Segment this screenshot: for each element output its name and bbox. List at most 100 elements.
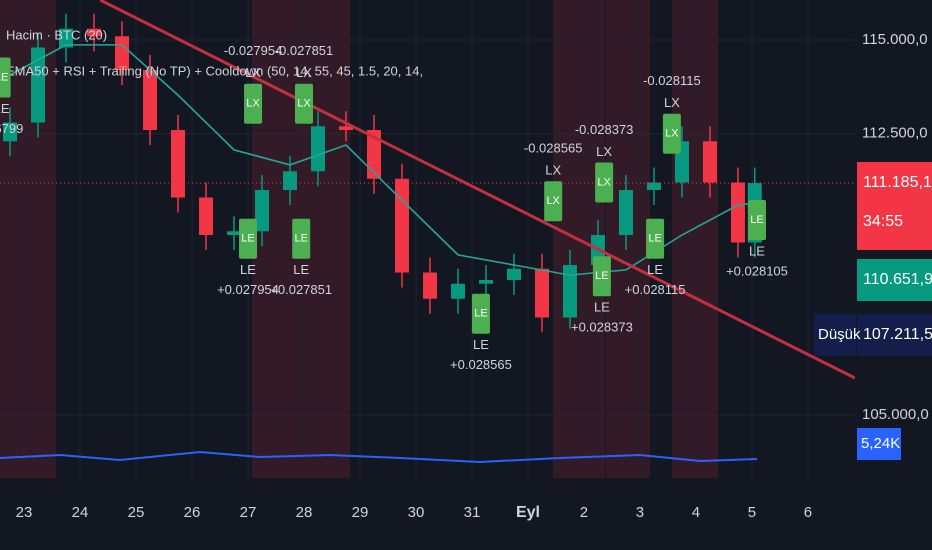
signal-badge-label: LE (595, 270, 608, 282)
signal-badge-label: LE (241, 233, 254, 245)
signal: LE LE +0.027851 (270, 218, 332, 297)
signal-badge (239, 218, 258, 259)
signal-text: +0.028565 (450, 357, 512, 372)
price-label: 111.185,1 (863, 174, 932, 191)
x-tick-label: 29 (352, 504, 369, 521)
signal-text: -0.028373 (575, 122, 634, 137)
x-tick-label: 6 (804, 504, 812, 521)
signal-badge-label: LE (474, 308, 487, 320)
signal: LE LE +0.028373 (571, 256, 633, 335)
signal-text: -0.027954 (224, 43, 283, 58)
candle-body (562, 265, 577, 318)
candle-body (702, 141, 717, 183)
signal-side: LE (0, 101, 10, 116)
signal: LE LE +0.028105 (726, 200, 788, 278)
signal-badge (662, 113, 681, 154)
candle-body (338, 126, 353, 131)
candle-body (506, 268, 521, 281)
signal-badge (544, 181, 563, 222)
signal-badge-label: LE (648, 233, 661, 245)
signal-text: +0.027954 (217, 282, 279, 297)
signal-badge (646, 218, 665, 259)
signal-badge-label: LE (0, 71, 8, 83)
signal-text: -0.028565 (524, 141, 583, 156)
signal: LX LX -0.028373 (575, 122, 634, 203)
signal-badge (244, 83, 263, 124)
x-tick-label: 2 (580, 504, 588, 521)
signal-side: LE (293, 262, 309, 277)
x-tick-label: 30 (408, 504, 425, 521)
price-label: 107.211,5 (863, 326, 932, 343)
candle-body (283, 171, 298, 191)
candle-body (171, 130, 186, 198)
candle-body (478, 280, 493, 284)
price-countdown: 34:55 (863, 213, 903, 230)
x-tick-label: 5 (748, 504, 756, 521)
x-tick-label: 25 (128, 504, 145, 521)
x-tick-label: Eyl (516, 504, 540, 521)
signal-text: -0.027851 (275, 43, 334, 58)
x-tick-label: 24 (72, 504, 89, 521)
signal-side: LX (296, 65, 312, 80)
signal-side: LE (594, 300, 610, 315)
y-tick-label: 105.000,0 (862, 406, 929, 423)
signal: LX LX -0.028565 (524, 141, 583, 222)
signal-side: LE (647, 262, 663, 277)
candle-body (366, 130, 381, 179)
x-tick-label: 26 (184, 504, 201, 521)
x-tick-label: 4 (692, 504, 700, 521)
signal-badge (295, 83, 314, 124)
signal-text: 026799 (0, 121, 23, 136)
signal-text: +0.027851 (270, 282, 332, 297)
volume-badge (857, 428, 901, 460)
signal: LE LE +0.028115 (625, 218, 686, 297)
x-tick-label: 3 (636, 504, 644, 521)
candle-body (3, 122, 18, 142)
signal: LX LX -0.027851 (275, 43, 334, 124)
price-badge (857, 259, 932, 301)
signal-badge (0, 57, 11, 98)
signal-text: +0.028105 (726, 263, 788, 278)
candle-body (59, 28, 74, 48)
x-tick-label: 31 (464, 504, 481, 521)
price-badge (857, 162, 932, 250)
candle-body (394, 178, 409, 273)
signal-badge (592, 256, 611, 297)
signal-text: -0.028115 (643, 73, 701, 88)
y-tick-label: 112.500,0 (862, 125, 928, 142)
x-tick-label: 27 (240, 504, 257, 521)
signal-side: LX (596, 144, 612, 159)
signal-side: LX (545, 163, 561, 178)
signal-badge-label: LX (297, 98, 311, 110)
candle-body (87, 28, 102, 37)
signal: LE LE 026799 (0, 57, 23, 136)
candle-body (199, 197, 214, 236)
volume-label: 5,24K (861, 435, 900, 452)
price-label: 110.651,9 (863, 271, 932, 288)
candle-body (646, 182, 661, 191)
grid (0, 0, 855, 478)
signal: LX LX -0.028115 (643, 73, 701, 154)
signal-badge-label: LX (665, 128, 679, 140)
signal-text: +0.028115 (625, 282, 686, 297)
signal-badge-label: LE (294, 233, 307, 245)
candle-body (227, 231, 242, 236)
candle-body (534, 268, 549, 318)
y-tick-label: 115.000,0 (862, 31, 928, 48)
price-tag: Düşük (818, 326, 861, 343)
candle-body (618, 190, 633, 236)
x-tick-label: 28 (296, 504, 313, 521)
price-badge (857, 314, 932, 356)
signal-text: +0.028373 (571, 320, 633, 335)
signal-badge (748, 200, 767, 241)
signal-side: LX (245, 65, 261, 80)
signal-badge-label: LX (597, 176, 611, 188)
candle-body (450, 283, 465, 299)
volume-ma (0, 450, 758, 464)
price-tag-bg (814, 314, 856, 356)
signal-badge-label: LX (546, 195, 560, 207)
candle-body (730, 182, 745, 243)
